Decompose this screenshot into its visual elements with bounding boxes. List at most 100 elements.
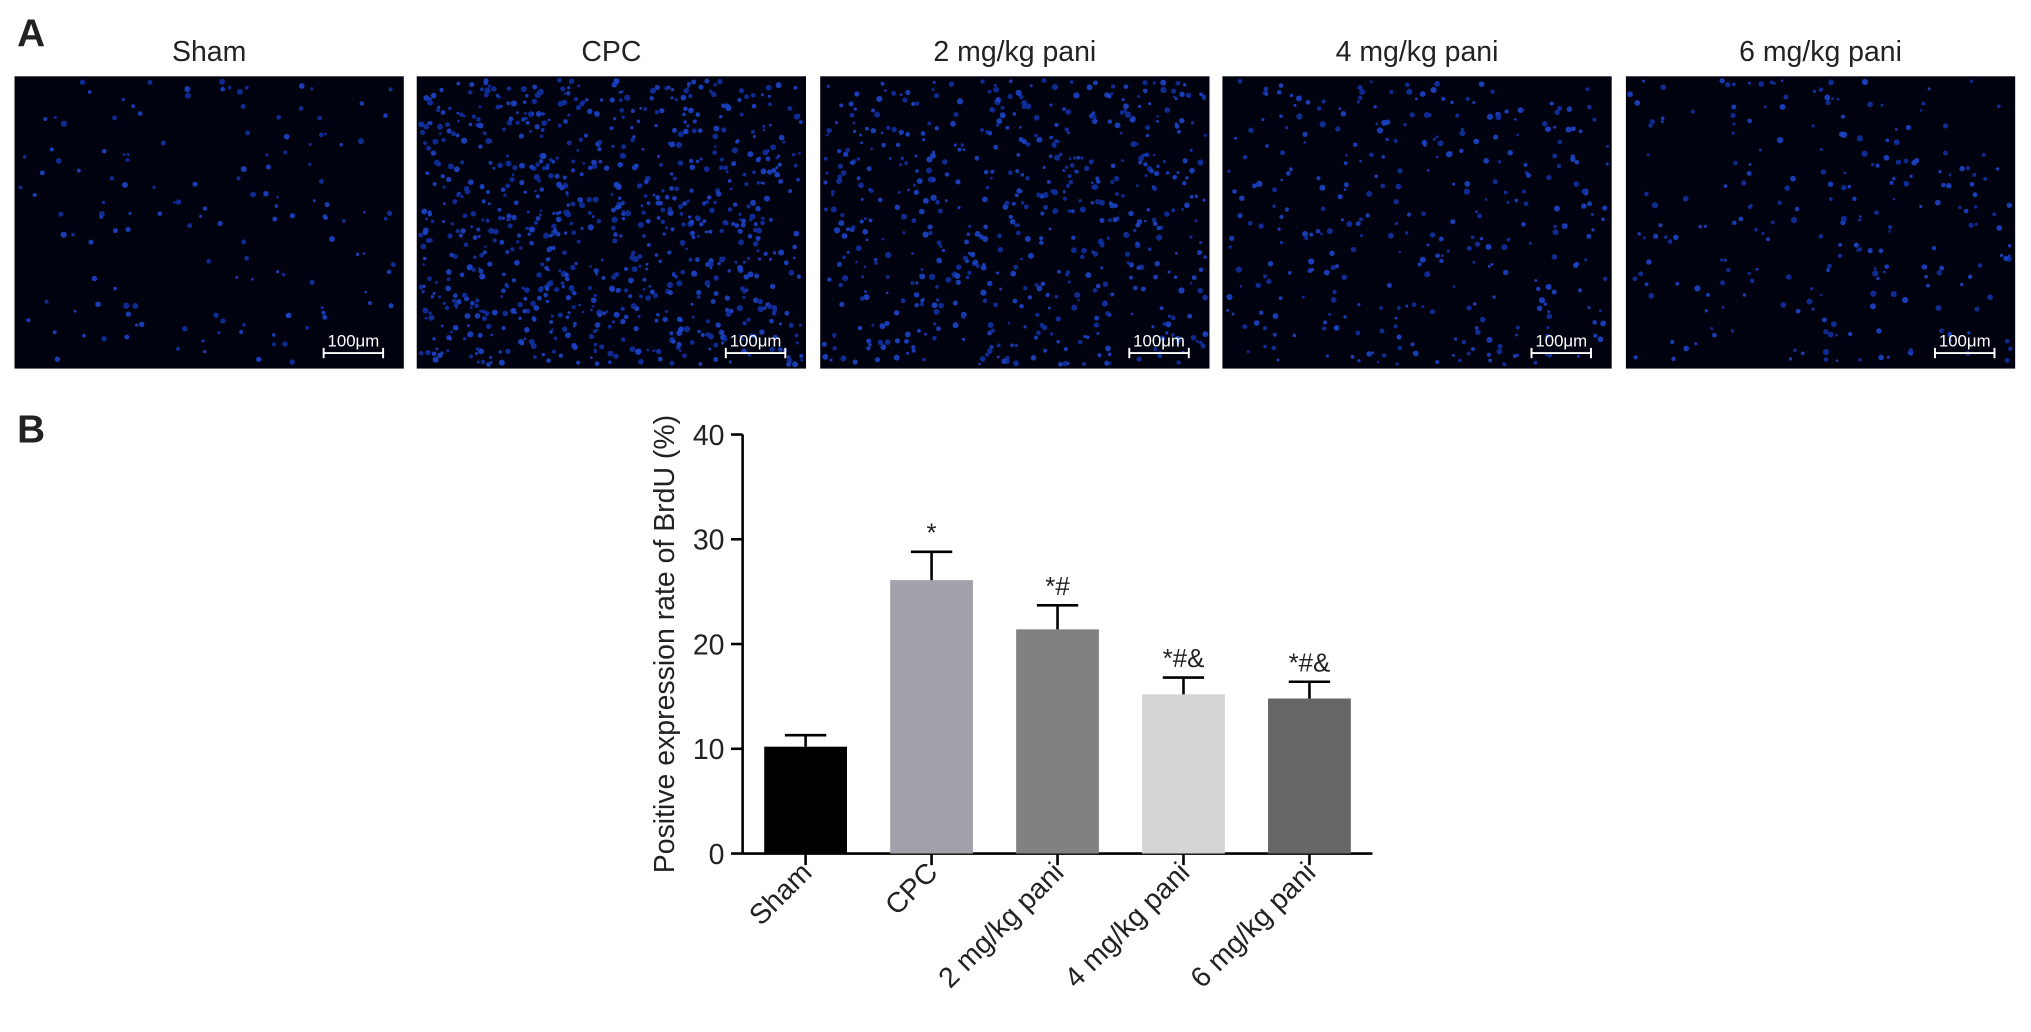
nucleus: [1474, 329, 1481, 335]
nucleus: [312, 199, 316, 203]
nucleus: [918, 208, 925, 215]
nucleus: [747, 271, 754, 278]
nucleus: [1151, 217, 1157, 223]
nucleus: [1357, 84, 1363, 91]
nucleus: [672, 176, 677, 181]
nucleus: [1119, 131, 1123, 135]
nucleus: [1393, 324, 1398, 329]
nucleus: [1987, 294, 1993, 301]
significance-label: *: [927, 520, 937, 548]
nucleus: [1584, 258, 1588, 262]
nucleus: [795, 333, 799, 337]
nucleus: [725, 170, 729, 174]
significance-label: *#&: [1163, 645, 1205, 673]
nucleus: [985, 185, 990, 190]
nucleus: [965, 275, 970, 280]
nucleus: [927, 176, 934, 183]
nucleus: [1007, 93, 1013, 100]
nucleus: [1033, 133, 1038, 138]
nucleus: [1379, 328, 1385, 334]
nucleus: [1820, 169, 1827, 175]
nucleus: [550, 314, 554, 318]
nucleus: [743, 274, 749, 280]
nucleus: [774, 171, 781, 178]
nucleus: [691, 79, 697, 85]
nucleus: [467, 90, 473, 95]
nucleus: [799, 353, 804, 359]
nucleus: [1140, 286, 1146, 292]
nucleus: [1974, 222, 1978, 226]
nucleus: [1184, 202, 1190, 209]
nucleus: [950, 120, 956, 127]
nucleus: [1237, 213, 1243, 219]
nucleus: [1908, 348, 1914, 353]
nucleus: [1783, 94, 1789, 100]
nucleus: [1110, 180, 1115, 185]
nucleus: [499, 105, 503, 108]
nucleus: [446, 128, 452, 134]
nucleus: [1262, 274, 1268, 279]
nucleus: [1663, 235, 1668, 239]
nucleus: [461, 292, 468, 298]
nucleus: [1025, 176, 1030, 181]
nucleus: [2004, 338, 2010, 344]
nucleus: [551, 328, 554, 331]
x-tick-label: 4 mg/kg pani: [1058, 857, 1196, 995]
nucleus: [778, 249, 785, 256]
nucleus: [1432, 137, 1437, 141]
nucleus: [1110, 292, 1115, 297]
nucleus: [557, 123, 562, 128]
nucleus: [122, 153, 126, 156]
nucleus: [643, 179, 649, 185]
nucleus: [645, 295, 651, 301]
nucleus: [916, 328, 921, 333]
nucleus: [476, 117, 481, 122]
nucleus: [1071, 235, 1076, 240]
nucleus: [1395, 183, 1402, 190]
nucleus: [852, 359, 858, 365]
nucleus: [536, 272, 542, 278]
nucleus: [545, 299, 550, 304]
nucleus: [515, 120, 520, 125]
nucleus: [1861, 78, 1868, 86]
nucleus: [1296, 95, 1302, 102]
nucleus: [1077, 339, 1083, 345]
nucleus: [983, 169, 989, 175]
nucleus: [1304, 236, 1309, 241]
nucleus: [1359, 159, 1362, 163]
nucleus: [217, 220, 223, 227]
nucleus: [76, 168, 81, 173]
nucleus: [566, 91, 571, 96]
nucleus: [1316, 106, 1322, 111]
nucleus: [1062, 196, 1067, 201]
nucleus: [936, 240, 942, 246]
nucleus: [510, 247, 515, 252]
y-tick-label: 40: [693, 420, 725, 452]
nucleus: [594, 361, 600, 366]
nucleus: [629, 346, 636, 353]
nucleus: [1733, 160, 1738, 166]
nucleus: [476, 227, 481, 232]
nucleus: [1939, 265, 1945, 271]
nucleus: [1130, 312, 1134, 316]
nucleus: [558, 210, 562, 214]
nucleus: [362, 252, 366, 255]
nucleus: [501, 326, 506, 331]
nucleus: [1488, 358, 1493, 363]
nucleus: [1495, 114, 1502, 121]
nucleus: [1052, 208, 1059, 215]
nucleus: [854, 91, 860, 97]
nucleus: [1386, 282, 1392, 288]
nucleus: [1405, 304, 1409, 308]
nucleus: [1570, 154, 1575, 159]
nucleus: [1152, 153, 1156, 157]
nucleus: [1763, 105, 1767, 109]
nucleus: [921, 138, 926, 142]
nucleus: [739, 112, 744, 117]
nucleus: [995, 271, 1000, 275]
nucleus: [1284, 125, 1289, 130]
nucleus: [1435, 135, 1439, 139]
nucleus: [1248, 127, 1254, 133]
nucleus: [987, 322, 994, 328]
nucleus: [961, 337, 966, 341]
